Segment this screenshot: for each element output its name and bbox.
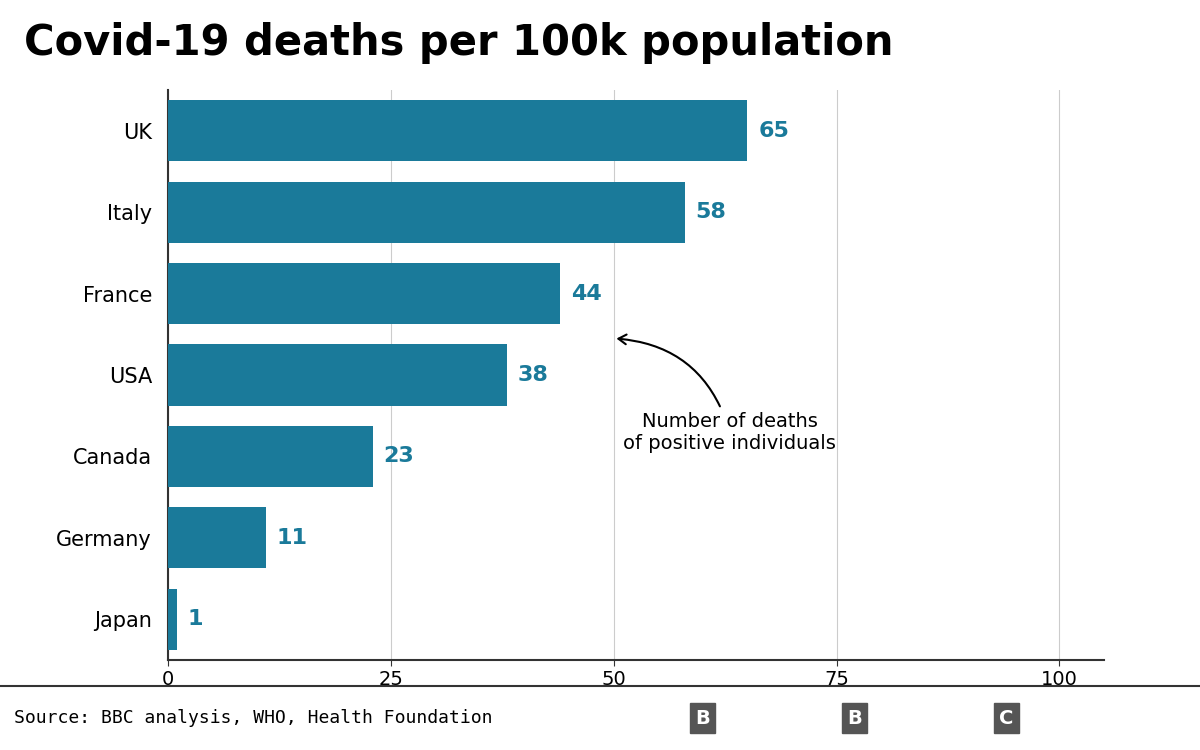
- Text: 23: 23: [384, 446, 414, 466]
- Bar: [168, 507, 266, 568]
- Bar: [168, 182, 685, 243]
- Text: 38: 38: [517, 365, 548, 385]
- Text: C: C: [1000, 709, 1013, 728]
- Bar: [168, 589, 176, 650]
- Text: Number of deaths
of positive individuals: Number of deaths of positive individuals: [618, 334, 836, 453]
- Text: 65: 65: [758, 121, 790, 141]
- Bar: [168, 263, 560, 324]
- Bar: [168, 100, 748, 161]
- Bar: [168, 344, 506, 406]
- Text: 11: 11: [277, 528, 307, 548]
- Text: 1: 1: [187, 609, 203, 629]
- Text: Covid-19 deaths per 100k population: Covid-19 deaths per 100k population: [24, 22, 894, 64]
- Text: Source: BBC analysis, WHO, Health Foundation: Source: BBC analysis, WHO, Health Founda…: [14, 710, 493, 728]
- Text: B: B: [847, 709, 862, 728]
- Bar: [168, 426, 373, 487]
- Text: B: B: [695, 709, 710, 728]
- Text: 58: 58: [696, 202, 727, 222]
- Text: 44: 44: [571, 284, 601, 304]
